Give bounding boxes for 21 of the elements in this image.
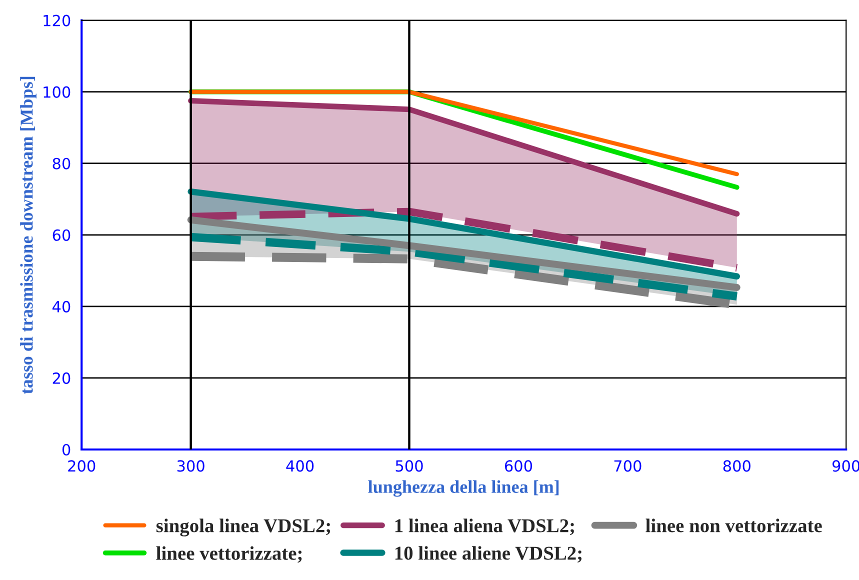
y-tick-label: 60 [52,229,70,241]
y-tick-label: 0 [62,444,70,456]
legend-label: singola linea VDSL2; [156,518,330,536]
x-tick-label: 800 [723,460,750,472]
x-tick-label: 200 [68,460,96,472]
legend-label: linee vettorizzate; [156,546,302,563]
legend-label: linee non vettorizzate [646,518,822,532]
y-axis-title: tasso di trasmissione downstream [Mbps] [20,76,36,394]
x-tick-label: 300 [177,460,204,472]
x-tick-label: 700 [614,460,642,472]
y-tick-label: 120 [44,14,70,26]
y-tick-label: 40 [52,300,70,312]
y-tick-label: 80 [52,158,70,170]
legend-label: 1 linea aliena VDSL2; [395,518,574,536]
y-tick-label: 20 [52,372,70,384]
x-tick-label: 400 [286,460,314,472]
x-tick-label: 500 [396,460,423,472]
legend-label: 10 linee aliene VDSL2; [395,546,582,563]
x-axis-title: lunghezza della linea [m] [368,480,559,497]
y-tick-label: 100 [44,86,70,98]
x-tick-label: 600 [504,460,532,472]
